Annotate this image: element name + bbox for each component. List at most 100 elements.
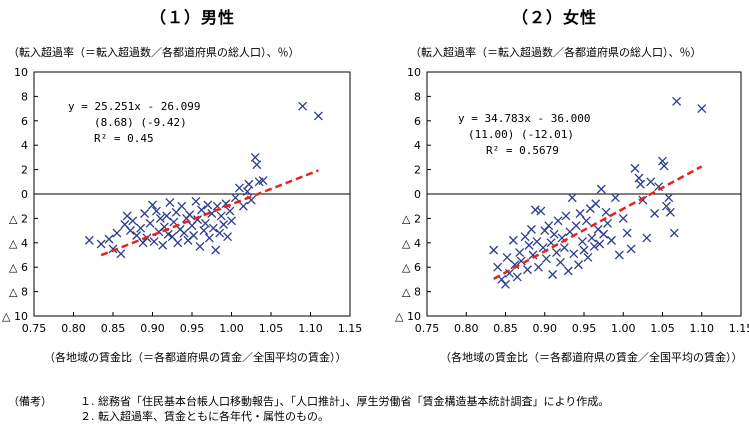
note-text: 総務省「住民基本台帳人口移動報告」、「人口推計」、厚生労働省「賃金構造基本統計調… xyxy=(98,395,610,408)
data-point xyxy=(595,239,605,249)
data-point xyxy=(646,177,656,187)
data-point xyxy=(618,213,628,223)
data-point xyxy=(200,218,210,228)
y-tick-label: 2 xyxy=(21,164,28,177)
data-point xyxy=(634,173,644,183)
data-point xyxy=(128,216,138,226)
x-tick-label: 1.15 xyxy=(729,322,749,335)
data-point xyxy=(541,254,551,264)
data-point xyxy=(252,160,262,170)
data-point xyxy=(591,199,601,209)
data-point xyxy=(145,218,155,228)
regression-equation: (11.00) (-12.01) xyxy=(468,128,574,141)
x-tick-label: 1.10 xyxy=(298,322,323,335)
data-point xyxy=(553,216,563,226)
x-axis-label-female: （各地域の賃金比（＝各都道府県の賃金／全国平均の賃金）） xyxy=(440,351,743,364)
data-point xyxy=(636,179,645,189)
data-point xyxy=(116,249,126,259)
data-point xyxy=(132,231,142,240)
data-point xyxy=(659,161,669,171)
data-point xyxy=(104,234,114,244)
data-point xyxy=(242,187,252,197)
y-tick-label: △ 10 xyxy=(395,310,421,323)
x-tick-label: 0.75 xyxy=(415,322,440,335)
data-point xyxy=(658,156,667,166)
y-tick-label: 4 xyxy=(414,139,421,152)
x-tick-label: 0.85 xyxy=(101,322,126,335)
y-tick-label: 10 xyxy=(407,66,421,79)
data-point xyxy=(610,193,620,203)
data-point xyxy=(574,260,583,270)
data-point xyxy=(244,179,254,189)
data-point xyxy=(138,238,148,248)
data-point xyxy=(575,209,585,218)
chart-title-male: （１）男性 xyxy=(150,8,236,27)
notes-heading: （備考） xyxy=(8,395,52,408)
x-tick-label: 0.80 xyxy=(454,322,479,335)
data-point xyxy=(199,226,209,236)
y-tick-label: △ 8 xyxy=(9,286,28,299)
y-axis-label-female: （転入超過率（＝転入超過数／各都道府県の総人口）、％） xyxy=(410,46,702,59)
data-point xyxy=(630,163,640,173)
data-point xyxy=(211,245,221,255)
data-point xyxy=(548,270,558,279)
data-point xyxy=(125,226,135,236)
y-tick-label: 6 xyxy=(21,115,28,128)
data-point xyxy=(599,229,609,239)
data-point xyxy=(571,221,581,231)
x-tick-label: 1.00 xyxy=(611,322,636,335)
data-point xyxy=(223,232,233,242)
data-point xyxy=(155,213,165,223)
data-point xyxy=(185,210,195,220)
y-tick-label: △ 2 xyxy=(9,212,28,225)
data-point xyxy=(559,243,569,253)
chart-title-female: （２）女性 xyxy=(512,8,598,27)
data-point xyxy=(151,206,161,216)
data-point xyxy=(96,239,106,249)
y-tick-label: 4 xyxy=(21,139,28,152)
x-tick-label: 1.10 xyxy=(690,322,715,335)
data-point xyxy=(569,249,579,259)
note-number: ２. xyxy=(80,410,95,423)
y-tick-label: △ 10 xyxy=(2,310,28,323)
data-point xyxy=(524,240,534,250)
data-point xyxy=(526,224,536,234)
data-point xyxy=(179,228,189,238)
x-axis-label-male: （各地域の賃金比（＝各都道府県の賃金／全国平均の賃金）） xyxy=(44,351,347,364)
data-point xyxy=(583,252,593,262)
data-point xyxy=(298,101,308,111)
scatter-chart-male: 10 8 6 4 2 0 △ 2 △ 4 △ 6 △ 8 △ 100.75 0.80 0.85 0.90 0… xyxy=(2,66,362,335)
x-tick-label: 1.05 xyxy=(259,322,284,335)
data-point xyxy=(664,193,674,203)
regression-equation: y = 34.783x - 36.000 xyxy=(458,112,590,125)
trendline xyxy=(100,169,319,257)
note-row: （備考） １. 総務省「住民基本台帳人口移動報告」、「人口推計」、厚生労働省「賃… xyxy=(8,394,609,409)
data-point xyxy=(563,266,573,276)
trendline xyxy=(493,165,703,280)
data-point xyxy=(197,205,206,215)
x-tick-label: 1.00 xyxy=(219,322,244,335)
data-point xyxy=(579,245,589,255)
data-point xyxy=(603,218,613,228)
data-point xyxy=(501,279,510,289)
data-point xyxy=(225,206,235,216)
data-point xyxy=(581,216,591,226)
data-point xyxy=(665,207,675,217)
data-point xyxy=(587,233,597,243)
data-point xyxy=(234,183,244,193)
data-point xyxy=(162,211,172,221)
note-text: 転入超過率、賃金ともに各年代・属性のもの。 xyxy=(98,410,329,423)
data-point xyxy=(219,220,229,229)
data-point xyxy=(596,184,606,194)
x-tick-label: 0.95 xyxy=(572,322,597,335)
x-tick-label: 0.90 xyxy=(140,322,165,335)
data-point xyxy=(173,238,183,248)
data-point xyxy=(515,248,525,258)
data-point xyxy=(530,205,540,215)
data-point xyxy=(136,223,146,233)
data-point xyxy=(528,250,538,260)
data-point xyxy=(544,221,554,231)
x-tick-label: 0.85 xyxy=(493,322,518,335)
data-point xyxy=(149,237,159,247)
x-tick-label: 1.05 xyxy=(650,322,675,335)
